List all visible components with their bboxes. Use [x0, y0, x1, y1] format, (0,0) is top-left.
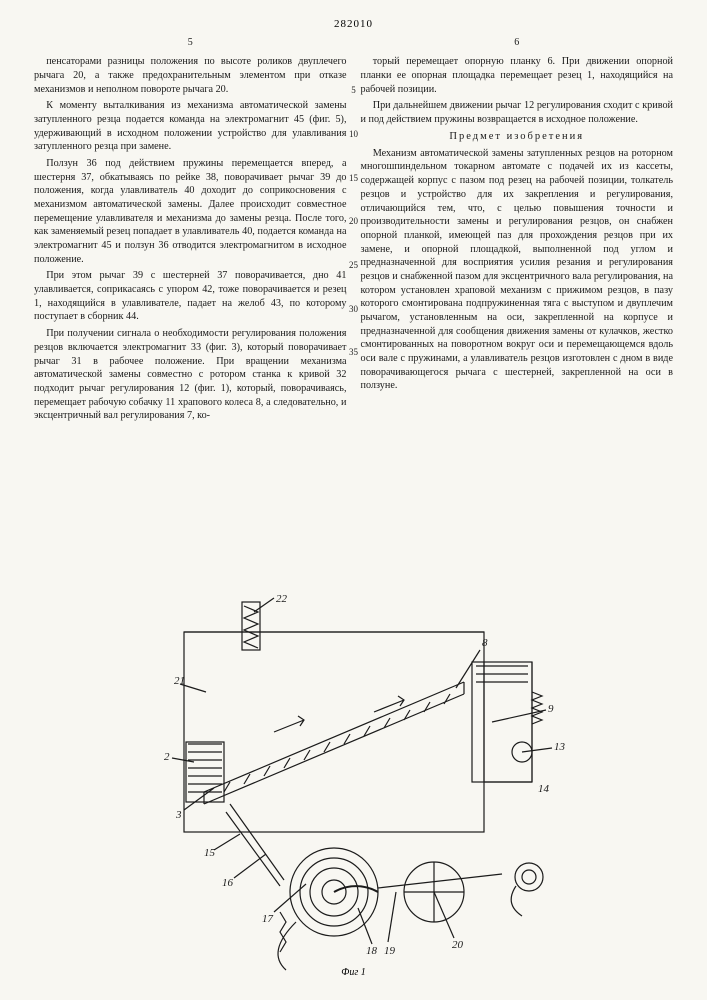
ref-label: 8 [482, 637, 488, 649]
line-mark: 10 [347, 130, 361, 139]
para: При этом рычаг 39 с шестерней 37 поворач… [34, 269, 347, 324]
claims-heading: Предмет изобретения [361, 130, 674, 144]
patent-number: 282010 [34, 18, 673, 30]
line-mark: 15 [347, 174, 361, 183]
line-mark: 25 [347, 261, 361, 270]
ref-label: 17 [262, 913, 274, 925]
page-number-left: 5 [34, 36, 347, 49]
para: пенсаторами разницы положения по высоте … [34, 55, 347, 96]
para: Механизм автоматической замены затупленн… [361, 147, 674, 393]
ref-label: 18 [366, 945, 378, 957]
para: При дальнейшем движении рычаг 12 регулир… [361, 99, 674, 126]
ref-label: 22 [276, 593, 288, 605]
ref-label: 21 [174, 675, 185, 687]
line-mark: 5 [347, 86, 361, 95]
line-mark: 20 [347, 217, 361, 226]
right-column: 6 торый перемещает опорную планку 6. При… [361, 36, 674, 426]
ref-label: 14 [538, 783, 550, 795]
page-number-right: 6 [361, 36, 674, 49]
ref-label: 16 [222, 877, 234, 889]
para: торый перемещает опорную планку 6. При д… [361, 55, 674, 96]
figure-caption: Фиг 1 [341, 967, 365, 978]
ref-label: 19 [384, 945, 396, 957]
line-mark: 35 [347, 348, 361, 357]
para: К моменту выталкивания из механизма авто… [34, 99, 347, 154]
line-mark: 30 [347, 305, 361, 314]
ref-label: 20 [452, 939, 464, 951]
figure-1: 22 21 2 3 8 9 13 14 15 16 17 18 19 20 Фи… [134, 592, 574, 982]
ref-label: 9 [548, 703, 554, 715]
para: Ползун 36 под действием пружины перемеща… [34, 157, 347, 266]
para: При получении сигнала о необходимости ре… [34, 327, 347, 423]
ref-label: 15 [204, 847, 216, 859]
technical-drawing: 22 21 2 3 8 9 13 14 15 16 17 18 19 20 [134, 592, 574, 982]
left-column: 5 пенсаторами разницы положения по высот… [34, 36, 347, 426]
ref-label: 13 [554, 741, 566, 753]
ref-label: 3 [175, 809, 182, 821]
ref-label: 2 [164, 751, 170, 763]
